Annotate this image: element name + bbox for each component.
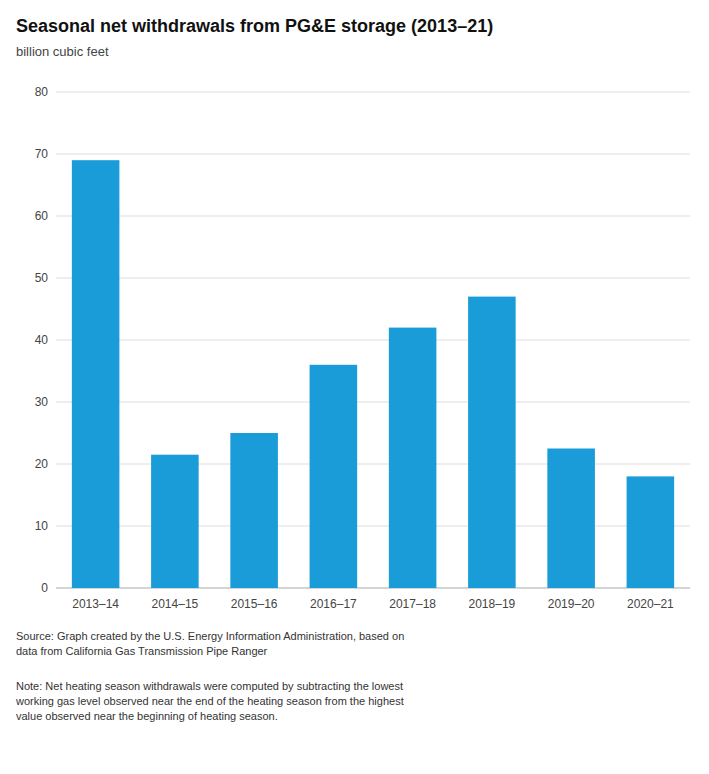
subtitle: billion cubic feet bbox=[16, 44, 109, 59]
source-note: Source: Graph created by the U.S. Energy… bbox=[16, 630, 404, 657]
x-tick-label: 2020–21 bbox=[627, 597, 674, 611]
x-tick-label: 2017–18 bbox=[389, 597, 436, 611]
chart-container: Seasonal net withdrawals from PG&E stora… bbox=[0, 0, 709, 774]
y-tick-label: 80 bbox=[35, 85, 49, 99]
bar bbox=[389, 328, 437, 588]
bar bbox=[230, 433, 278, 588]
y-tick-label: 40 bbox=[35, 333, 49, 347]
y-axis: 0 10 20 30 40 50 60 70 80 bbox=[35, 85, 690, 595]
grid-line bbox=[56, 278, 690, 279]
y-tick-label: 30 bbox=[35, 395, 49, 409]
title: Seasonal net withdrawals from PG&E stora… bbox=[16, 16, 493, 36]
y-tick-label: 20 bbox=[35, 457, 49, 471]
x-axis: 2013–14 2014–15 2015–16 2016–17 2017–18 2018–… bbox=[72, 597, 674, 611]
y-tick-label: 50 bbox=[35, 271, 49, 285]
footnote: Note: Net heating season withdrawals wer… bbox=[15, 680, 404, 722]
bar bbox=[310, 365, 358, 588]
x-tick-label: 2016–17 bbox=[310, 597, 357, 611]
y-tick-label: 10 bbox=[35, 519, 49, 533]
x-tick-label: 2019–20 bbox=[548, 597, 595, 611]
x-tick-label: 2018–19 bbox=[469, 597, 516, 611]
grid-line bbox=[56, 402, 690, 403]
y-tick-label: 0 bbox=[41, 581, 48, 595]
bar bbox=[72, 160, 120, 588]
x-tick-label: 2013–14 bbox=[72, 597, 119, 611]
x-tick-label: 2015–16 bbox=[231, 597, 278, 611]
bar bbox=[151, 455, 199, 588]
y-tick-label: 60 bbox=[35, 209, 49, 223]
bar bbox=[468, 297, 516, 588]
bars bbox=[72, 160, 674, 588]
grid-line bbox=[56, 92, 690, 93]
grid-line bbox=[56, 340, 690, 341]
grid-line bbox=[56, 216, 690, 217]
grid-line bbox=[56, 154, 690, 155]
chart-svg: Seasonal net withdrawals from PG&E stora… bbox=[0, 0, 709, 774]
y-tick-label: 70 bbox=[35, 147, 49, 161]
bar bbox=[547, 449, 595, 589]
bar bbox=[627, 476, 675, 588]
x-tick-label: 2014–15 bbox=[152, 597, 199, 611]
